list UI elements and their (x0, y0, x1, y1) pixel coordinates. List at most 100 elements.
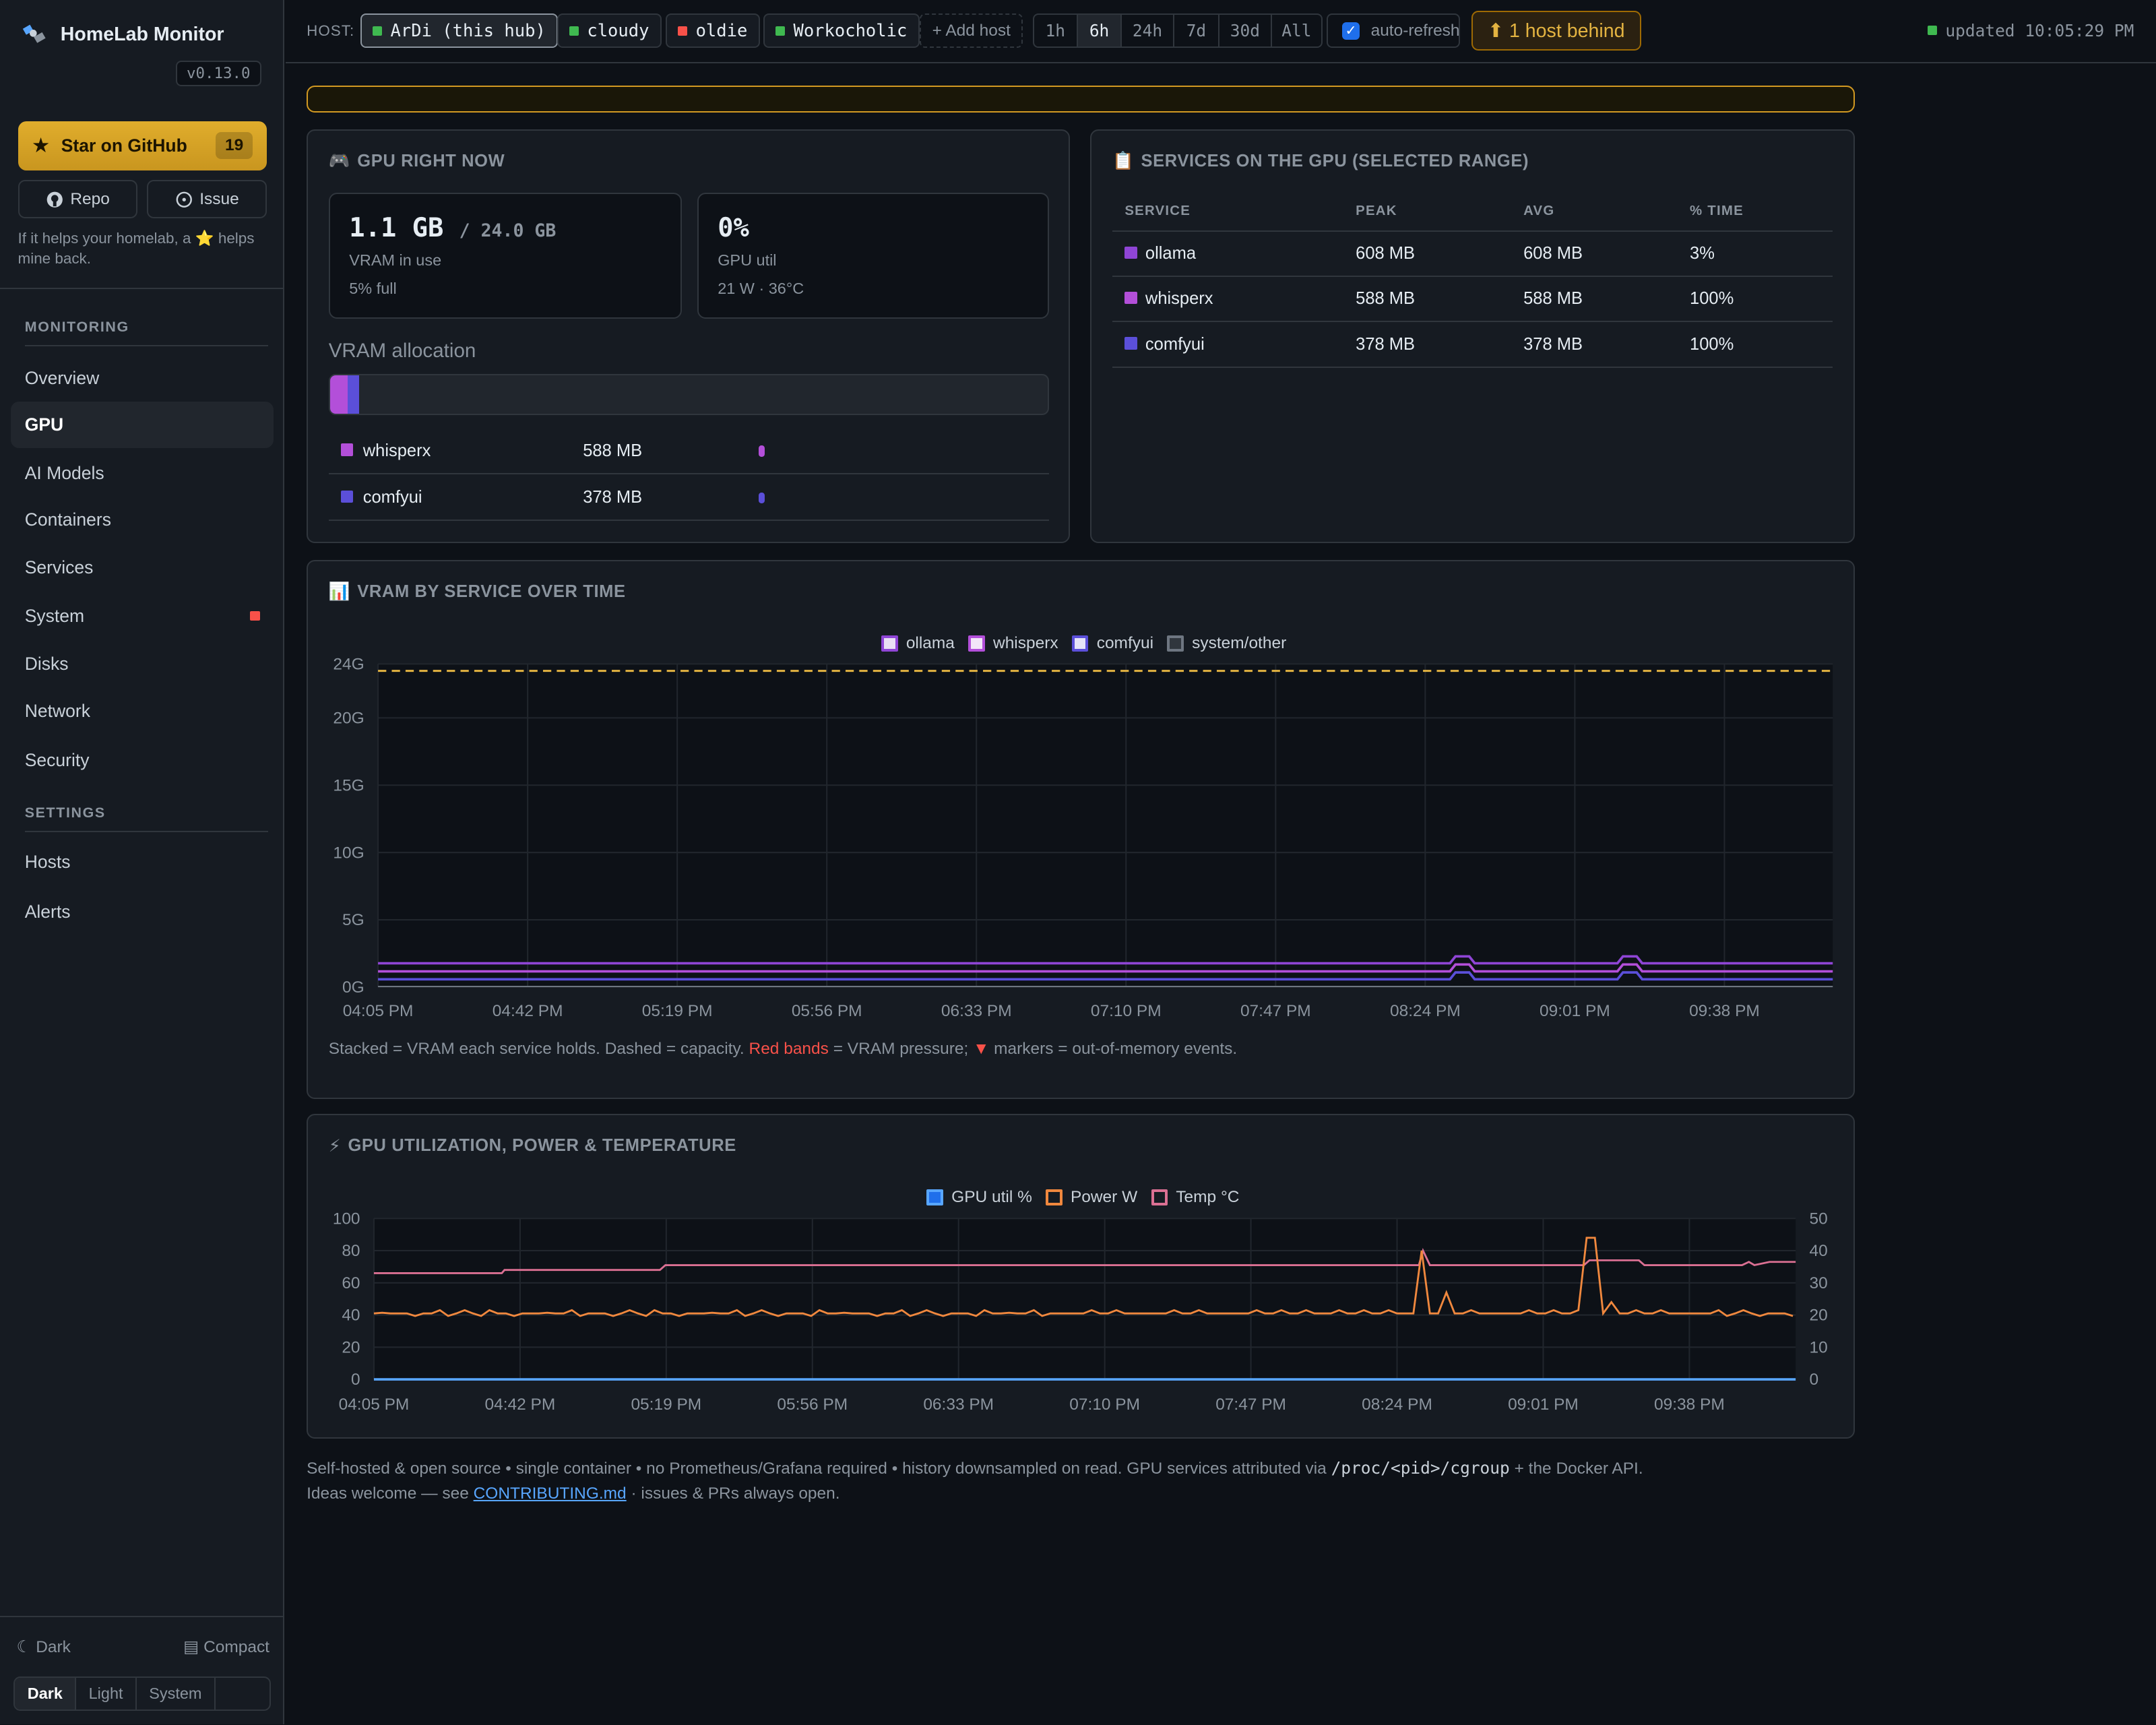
topbar: HOST: ArDi (this hub) cloudy oldie Worko… (286, 0, 2156, 63)
nav-disks[interactable]: Disks (24, 654, 69, 675)
footer-line-2: Ideas welcome — see CONTRIBUTING.md · is… (307, 1482, 1874, 1507)
color-swatch (341, 443, 354, 456)
vram-chart-card: 📊 VRAM BY SERVICE OVER TIME ollama whisp… (307, 559, 1856, 1099)
host-chip-workocholic[interactable]: Workocholic (763, 13, 920, 49)
star-on-github-button[interactable]: ★ Star on GitHub 19 (18, 121, 267, 171)
gamepad-icon: 🎮 (328, 152, 351, 171)
system-alert-indicator (250, 611, 260, 621)
bar-chart-icon: 📊 (328, 582, 351, 602)
issue-label: Issue (199, 189, 239, 208)
util-chart-card: ⚡ GPU UTILIZATION, POWER & TEMPERATURE G… (307, 1114, 1856, 1439)
nav-containers[interactable]: Containers (24, 509, 111, 530)
x-tick-label: 04:42 PM (493, 1002, 563, 1020)
col-service[interactable]: SERVICE (1112, 192, 1343, 232)
range-24h[interactable]: 24h (1122, 15, 1174, 47)
nav-overview[interactable]: Overview (24, 367, 100, 388)
legend-item-system-other[interactable]: system/other (1167, 634, 1286, 653)
legend-item-ollama[interactable]: ollama (881, 634, 955, 653)
add-host-button[interactable]: + Add host (920, 13, 1023, 49)
legend-label: ollama (906, 633, 955, 652)
range-all[interactable]: All (1281, 21, 1312, 41)
theme-selector: Dark Light System (13, 1676, 272, 1711)
x-tick-label: 07:47 PM (1240, 1002, 1311, 1020)
legend-item-power[interactable]: Power W (1046, 1188, 1137, 1207)
x-tick-label: 09:01 PM (1540, 1002, 1610, 1020)
range-6h[interactable]: 6h (1077, 15, 1122, 47)
legend-swatch (881, 635, 898, 652)
repo-button[interactable]: Repo (18, 180, 138, 219)
color-swatch (1124, 291, 1137, 305)
legend-swatch (1046, 1189, 1063, 1206)
card-title: ⚡ GPU UTILIZATION, POWER & TEMPERATURE (329, 1136, 736, 1156)
table-row: comfyui 378 MB 378 MB 100% (1112, 321, 1833, 368)
brand[interactable]: HomeLab Monitor (22, 22, 224, 47)
issue-button[interactable]: Issue (147, 180, 267, 219)
nav-system[interactable]: System (11, 593, 274, 639)
nav-security[interactable]: Security (24, 750, 90, 771)
x-tick-label: 05:19 PM (642, 1002, 713, 1020)
range-7d[interactable]: 7d (1174, 15, 1220, 47)
service-name: ollama (1145, 243, 1197, 263)
theme-option-system[interactable]: System (137, 1677, 216, 1710)
host-chip-ardi[interactable]: ArDi (this hub) (360, 13, 559, 49)
series-line-ollama (378, 955, 1833, 965)
util-chart-title: GPU UTILIZATION, POWER & TEMPERATURE (348, 1136, 736, 1156)
nav-ai-models[interactable]: AI Models (24, 462, 104, 483)
host-chip-oldie[interactable]: oldie (665, 13, 760, 49)
legend-label: GPU util % (951, 1188, 1032, 1207)
y-left-tick-label: 80 (342, 1242, 360, 1260)
range-30d[interactable]: 30d (1219, 15, 1272, 47)
legend-item-comfyui[interactable]: comfyui (1072, 634, 1153, 653)
nav-alerts[interactable]: Alerts (24, 901, 71, 922)
theme-toggle-label: Dark (36, 1637, 71, 1656)
nav-services[interactable]: Services (24, 557, 94, 578)
footer-text: + the Docker API. (1514, 1460, 1643, 1478)
color-swatch (341, 490, 354, 503)
auto-refresh-label: auto-refresh (1370, 21, 1460, 40)
services-title: SERVICES ON THE GPU (SELECTED RANGE) (1141, 151, 1529, 170)
vram-chart-title: VRAM BY SERVICE OVER TIME (357, 582, 626, 601)
theme-option-dark[interactable]: Dark (15, 1677, 77, 1710)
compact-toggle[interactable]: ▤ Compact (183, 1637, 270, 1657)
vram-used-value: 1.1 GB / 24.0 GB (349, 213, 661, 243)
range-1h[interactable]: 1h (1034, 15, 1078, 47)
theme-option-light[interactable]: Light (76, 1677, 137, 1710)
services-table: SERVICE PEAK AVG % TIME ollama 608 MB 60… (1112, 192, 1833, 368)
host-name: cloudy (587, 20, 649, 41)
col-time[interactable]: % TIME (1677, 192, 1833, 232)
col-peak[interactable]: PEAK (1343, 192, 1511, 232)
util-stat-box: 0% GPU util 21 W · 36°C (697, 192, 1050, 319)
y-left-tick-label: 0 (351, 1371, 360, 1389)
x-tick-label: 07:10 PM (1069, 1395, 1140, 1414)
contributing-link[interactable]: CONTRIBUTING.md (473, 1484, 627, 1503)
footer-text: Ideas welcome — see (307, 1484, 469, 1503)
y-tick-label: 10G (334, 844, 364, 862)
footer: Self-hosted & open source • single conta… (307, 1456, 1874, 1506)
nav-gpu[interactable]: GPU (11, 401, 274, 449)
theme-toggle[interactable]: ☾ Dark (16, 1637, 70, 1657)
table-row: ollama 608 MB 608 MB 3% (1112, 230, 1833, 278)
caption-part: = VRAM pressure; (833, 1039, 969, 1058)
divider (24, 830, 268, 832)
host-chip-cloudy[interactable]: cloudy (557, 13, 662, 49)
legend-item-gpu-util[interactable]: GPU util % (926, 1188, 1032, 1207)
legend-item-whisperx[interactable]: whisperx (968, 634, 1058, 653)
nav-hosts[interactable]: Hosts (24, 852, 71, 873)
vram-allocation-bar (328, 374, 1050, 416)
checkbox-checked-icon[interactable]: ✓ (1341, 22, 1360, 40)
legend-swatch (1072, 635, 1089, 652)
x-tick-label: 07:10 PM (1091, 1002, 1162, 1020)
star-icon: ★ (31, 133, 51, 157)
x-tick-label: 05:56 PM (792, 1002, 862, 1020)
auto-refresh-toggle[interactable]: ✓ auto-refresh (1327, 13, 1461, 49)
nav-system-label: System (24, 605, 85, 626)
y-right-tick-label: 50 (1810, 1210, 1828, 1228)
x-tick-label: 06:33 PM (941, 1002, 1012, 1020)
legend-label: system/other (1192, 633, 1287, 652)
col-avg[interactable]: AVG (1511, 192, 1678, 232)
nav-network[interactable]: Network (24, 700, 90, 721)
sidebar: HomeLab Monitor v0.13.0 ★ Star on GitHub… (0, 0, 285, 1725)
legend-item-temp[interactable]: Temp °C (1151, 1188, 1239, 1207)
host-behind-badge[interactable]: ⬆ 1 host behind (1471, 11, 1641, 51)
y-right-tick-label: 0 (1810, 1371, 1819, 1389)
